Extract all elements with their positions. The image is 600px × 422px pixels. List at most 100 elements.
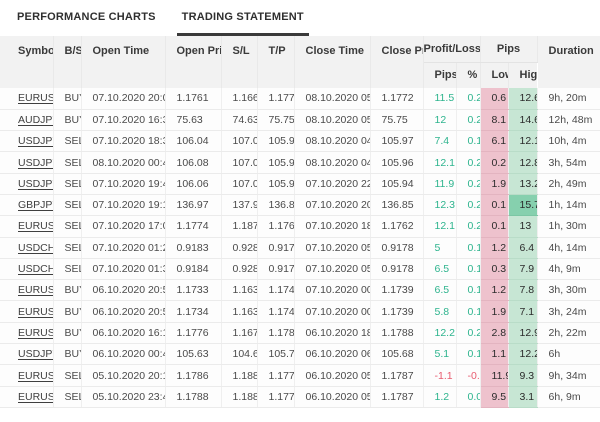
close-time-cell: 06.10.2020 05:50:01 — [294, 386, 371, 408]
col-header-open-time: Open Time — [81, 36, 166, 88]
close-price-cell: 0.9178 — [370, 258, 424, 281]
buy-sell-cell: SELL — [53, 215, 82, 238]
duration-cell: 6h — [537, 343, 600, 366]
pl-pips-cell: 12 — [423, 109, 457, 132]
buy-sell-cell: SELL — [53, 151, 82, 174]
table-row: USDJPY SELL 08.10.2020 00:40:01 106.08 1… — [0, 151, 600, 174]
close-price-cell: 75.75 — [370, 109, 424, 132]
symbol-link[interactable]: EURUSD — [0, 279, 54, 302]
open-price-cell: 0.9183 — [165, 237, 222, 259]
tab-bar: PERFORMANCE CHARTS TRADING STATEMENT — [0, 0, 600, 36]
symbol-link[interactable]: USDJPY — [0, 151, 54, 174]
table-body: EURUSD BUY 07.10.2020 20:00:05 1.1761 1.… — [0, 88, 600, 408]
symbol-link[interactable]: GBPJPY — [0, 194, 54, 217]
pips-high-cell: 6.4 — [508, 237, 538, 259]
sl-cell: 107.06 — [221, 173, 258, 195]
open-time-cell: 06.10.2020 00:40:01 — [81, 343, 166, 366]
symbol-link[interactable]: EURUSD — [0, 322, 54, 345]
duration-cell: 9h, 20m — [537, 88, 600, 110]
close-price-cell: 1.1762 — [370, 215, 424, 238]
duration-cell: 3h, 24m — [537, 300, 600, 323]
table-row: USDCHF SELL 07.10.2020 01:25:06 0.9183 0… — [0, 237, 600, 259]
tab-trading-statement[interactable]: TRADING STATEMENT — [176, 0, 309, 36]
open-price-cell: 1.1788 — [165, 386, 222, 408]
pl-pct-cell: 0.16 — [456, 279, 481, 302]
pips-high-cell: 14.6 — [508, 109, 538, 132]
pl-pips-cell: 5.1 — [423, 343, 457, 366]
buy-sell-cell: SELL — [53, 258, 82, 281]
symbol-link[interactable]: USDJPY — [0, 173, 54, 195]
pips-high-cell: 12.6 — [508, 88, 538, 110]
open-price-cell: 1.1734 — [165, 300, 222, 323]
close-time-cell: 06.10.2020 18:32:13 — [294, 322, 371, 345]
tp-cell: 136.85 — [257, 194, 295, 217]
pl-pct-cell: 0.17 — [456, 258, 481, 281]
tp-cell: 105.75 — [257, 343, 295, 366]
buy-sell-cell: SELL — [53, 386, 82, 408]
pl-pips-cell: -1.1 — [423, 364, 457, 387]
pips-high-cell: 12.9 — [508, 322, 538, 345]
col-group-pips: Pips — [480, 36, 538, 63]
open-time-cell: 06.10.2020 20:55:07 — [81, 300, 166, 323]
symbol-link[interactable]: USDCHF — [0, 237, 54, 259]
open-time-cell: 07.10.2020 01:30:28 — [81, 258, 166, 281]
tp-cell: 75.75 — [257, 109, 295, 132]
open-time-cell: 07.10.2020 16:30:08 — [81, 109, 166, 132]
open-price-cell: 106.06 — [165, 173, 222, 195]
duration-cell: 1h, 14m — [537, 194, 600, 217]
symbol-link[interactable]: EURUSD — [0, 88, 54, 110]
tp-cell: 1.1762 — [257, 215, 295, 238]
buy-sell-cell: SELL — [53, 173, 82, 195]
close-time-cell: 08.10.2020 05:20:14 — [294, 88, 371, 110]
table-header: Symbol B/S Open Time Open Price S/L T/P … — [0, 36, 600, 88]
pips-high-cell: 15.7 — [508, 194, 538, 217]
col-header-pl-pips: Pips — [423, 62, 457, 88]
duration-cell: 10h, 4m — [537, 130, 600, 153]
buy-sell-cell: BUY — [53, 279, 82, 302]
sl-cell: 1.1886 — [221, 364, 258, 387]
tp-cell: 105.92 — [257, 130, 295, 153]
close-price-cell: 136.85 — [370, 194, 424, 217]
open-time-cell: 08.10.2020 00:40:01 — [81, 151, 166, 174]
buy-sell-cell: BUY — [53, 109, 82, 132]
pips-high-cell: 12.2 — [508, 343, 538, 366]
duration-cell: 4h, 9m — [537, 258, 600, 281]
symbol-link[interactable]: USDJPY — [0, 343, 54, 366]
pl-pct-cell: 0.28 — [456, 194, 481, 217]
col-header-symbol: Symbol — [0, 36, 54, 88]
pips-low-cell: 1.2 — [480, 279, 509, 302]
pl-pct-cell: 0.27 — [456, 173, 481, 195]
close-price-cell: 1.1772 — [370, 88, 424, 110]
table-row: EURUSD SELL 05.10.2020 23:40:05 1.1788 1… — [0, 386, 600, 408]
open-price-cell: 1.1776 — [165, 322, 222, 345]
col-header-sl: S/L — [221, 36, 258, 88]
symbol-link[interactable]: USDCHF — [0, 258, 54, 281]
symbol-link[interactable]: EURUSD — [0, 364, 54, 387]
pl-pct-cell: 0.03 — [456, 386, 481, 408]
sl-cell: 137.97 — [221, 194, 258, 217]
col-group-profit-loss: Profit/Loss — [423, 36, 481, 63]
pips-high-cell: 3.1 — [508, 386, 538, 408]
tp-cell: 1.1788 — [257, 322, 295, 345]
symbol-link[interactable]: EURUSD — [0, 215, 54, 238]
open-price-cell: 106.08 — [165, 151, 222, 174]
close-time-cell: 08.10.2020 04:35:00 — [294, 130, 371, 153]
sl-cell: 1.1676 — [221, 322, 258, 345]
symbol-link[interactable]: EURUSD — [0, 386, 54, 408]
symbol-link[interactable]: USDJPY — [0, 130, 54, 153]
pips-low-cell: 0.3 — [480, 258, 509, 281]
symbol-link[interactable]: AUDJPY — [0, 109, 54, 132]
table-row: USDJPY SELL 07.10.2020 18:30:01 106.04 1… — [0, 130, 600, 153]
tab-performance-charts[interactable]: PERFORMANCE CHARTS — [17, 10, 156, 23]
open-time-cell: 07.10.2020 19:40:21 — [81, 173, 166, 195]
sl-cell: 74.63 — [221, 109, 258, 132]
close-time-cell: 07.10.2020 00:20:02 — [294, 279, 371, 302]
col-header-high: High — [508, 62, 538, 88]
pl-pct-cell: 0.29 — [456, 215, 481, 238]
col-header-pl-pct: % — [456, 62, 481, 88]
col-header-low: Low — [480, 62, 509, 88]
symbol-link[interactable]: EURUSD — [0, 300, 54, 323]
open-time-cell: 07.10.2020 20:00:05 — [81, 88, 166, 110]
sl-cell: 1.1633 — [221, 279, 258, 302]
duration-cell: 12h, 48m — [537, 109, 600, 132]
